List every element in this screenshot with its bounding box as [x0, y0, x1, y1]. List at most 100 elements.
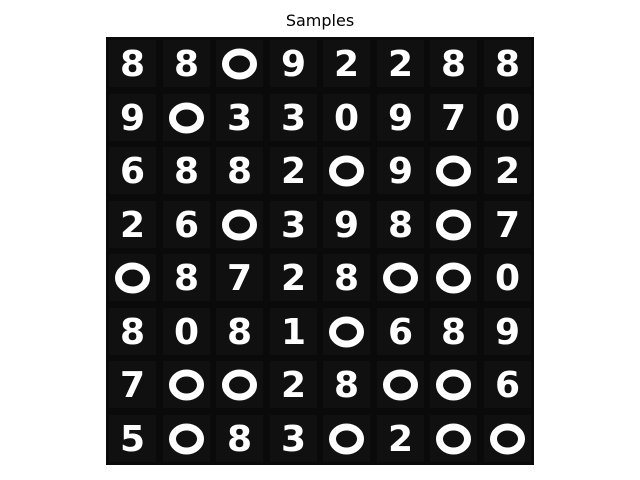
- digit-glyph: 8: [334, 365, 359, 406]
- digit-sample: 0: [162, 307, 210, 355]
- digit-glyph: 1: [280, 312, 305, 353]
- scribble-glyph: [436, 209, 471, 240]
- digit-glyph: 2: [280, 151, 305, 192]
- digit-sample: 3: [216, 93, 263, 141]
- digit-glyph: 6: [120, 151, 145, 192]
- digit-glyph: 3: [280, 419, 305, 460]
- digit-glyph: 8: [227, 312, 252, 353]
- digit-sample: 6: [162, 200, 210, 248]
- digit-glyph: 7: [494, 205, 519, 246]
- digit-glyph: 8: [441, 312, 466, 353]
- scribble-glyph: [168, 369, 204, 401]
- digit-sample: 6: [483, 361, 531, 408]
- digit-sample: 2: [269, 361, 317, 408]
- digit-glyph: 8: [120, 312, 145, 353]
- digit-sample: [430, 254, 477, 301]
- digit-glyph: 8: [334, 258, 359, 299]
- digit-sample: [430, 414, 477, 462]
- digit-glyph: 9: [280, 44, 305, 85]
- scribble-glyph: [436, 262, 471, 294]
- digit-sample: 5: [109, 414, 156, 462]
- digit-glyph: 6: [494, 365, 519, 406]
- digit-sample: 8: [323, 254, 370, 301]
- digit-sample: 7: [109, 361, 156, 408]
- digit-sample: 9: [323, 200, 370, 248]
- digit-sample: [430, 361, 477, 408]
- digit-sample: 8: [109, 307, 156, 355]
- digit-sample: 9: [483, 307, 531, 355]
- digit-glyph: 0: [173, 312, 198, 353]
- digit-glyph: 6: [387, 312, 412, 353]
- digit-sample: 2: [109, 200, 156, 248]
- plot-title: Samples: [285, 11, 355, 30]
- scribble-glyph: [222, 209, 257, 240]
- digit-glyph: 9: [494, 312, 519, 353]
- digit-glyph: 9: [387, 98, 412, 139]
- digit-glyph: 2: [120, 205, 145, 246]
- digit-sample: 8: [162, 254, 210, 301]
- digit-glyph: 2: [280, 365, 305, 406]
- digit-sample: 3: [269, 200, 317, 248]
- digit-glyph: 0: [494, 258, 519, 299]
- digit-glyph: 2: [387, 44, 412, 85]
- digit-sample: 9: [109, 93, 156, 141]
- digit-sample: 7: [430, 93, 477, 141]
- digit-glyph: 8: [173, 151, 198, 192]
- digit-sample: 7: [483, 200, 531, 248]
- scribble-glyph: [436, 155, 471, 187]
- digit-glyph: 3: [227, 98, 252, 139]
- digit-sample: 8: [216, 147, 263, 194]
- digit-sample: [323, 414, 370, 462]
- scribble-glyph: [329, 155, 364, 187]
- digit-glyph: 2: [280, 258, 305, 299]
- scribble-glyph: [115, 262, 150, 294]
- scribble-glyph: [436, 369, 471, 401]
- digit-glyph: 2: [494, 151, 519, 192]
- digit-glyph: 2: [387, 419, 412, 460]
- digit-glyph: 3: [280, 205, 305, 246]
- digit-sample: 3: [269, 93, 317, 141]
- digit-sample: [430, 147, 477, 194]
- digit-glyph: 8: [494, 44, 519, 85]
- digit-glyph: 8: [227, 419, 252, 460]
- digit-sample: 0: [483, 254, 531, 301]
- digit-sample: [483, 414, 531, 462]
- digit-glyph: 8: [441, 44, 466, 85]
- digit-glyph: 2: [334, 44, 359, 85]
- digit-sample: 2: [269, 147, 317, 194]
- digit-glyph: 8: [227, 151, 252, 192]
- digit-sample: 2: [323, 40, 370, 87]
- digit-sample: [376, 361, 424, 408]
- digit-glyph: 0: [334, 98, 359, 139]
- digit-glyph: 6: [173, 205, 198, 246]
- digit-sample: 9: [376, 93, 424, 141]
- digit-glyph: 3: [280, 98, 305, 139]
- digit-glyph: 8: [173, 44, 198, 85]
- digit-sample: 8: [376, 200, 424, 248]
- scribble-glyph: [329, 316, 364, 347]
- digit-sample: 3: [269, 414, 317, 462]
- digit-sample: 9: [376, 147, 424, 194]
- scribble-glyph: [168, 102, 204, 133]
- scribble-glyph: [382, 262, 418, 294]
- digit-sample: 0: [483, 93, 531, 141]
- digit-sample: 8: [162, 40, 210, 87]
- digit-glyph: 8: [120, 44, 145, 85]
- digit-sample: 8: [162, 147, 210, 194]
- digit-sample: [216, 40, 263, 87]
- digit-sample: [162, 93, 210, 141]
- digit-sample: [216, 361, 263, 408]
- digit-sample: 8: [323, 361, 370, 408]
- digit-sample: 8: [430, 307, 477, 355]
- digit-sample: 2: [376, 40, 424, 87]
- digit-sample: 9: [269, 40, 317, 87]
- digit-sample: 8: [216, 307, 263, 355]
- scribble-glyph: [329, 423, 364, 454]
- digit-sample: [109, 254, 156, 301]
- scribble-glyph: [382, 369, 418, 401]
- digit-sample: [162, 414, 210, 462]
- digit-sample: 8: [216, 414, 263, 462]
- digit-sample: [376, 254, 424, 301]
- digit-sample: [430, 200, 477, 248]
- digit-sample: [323, 147, 370, 194]
